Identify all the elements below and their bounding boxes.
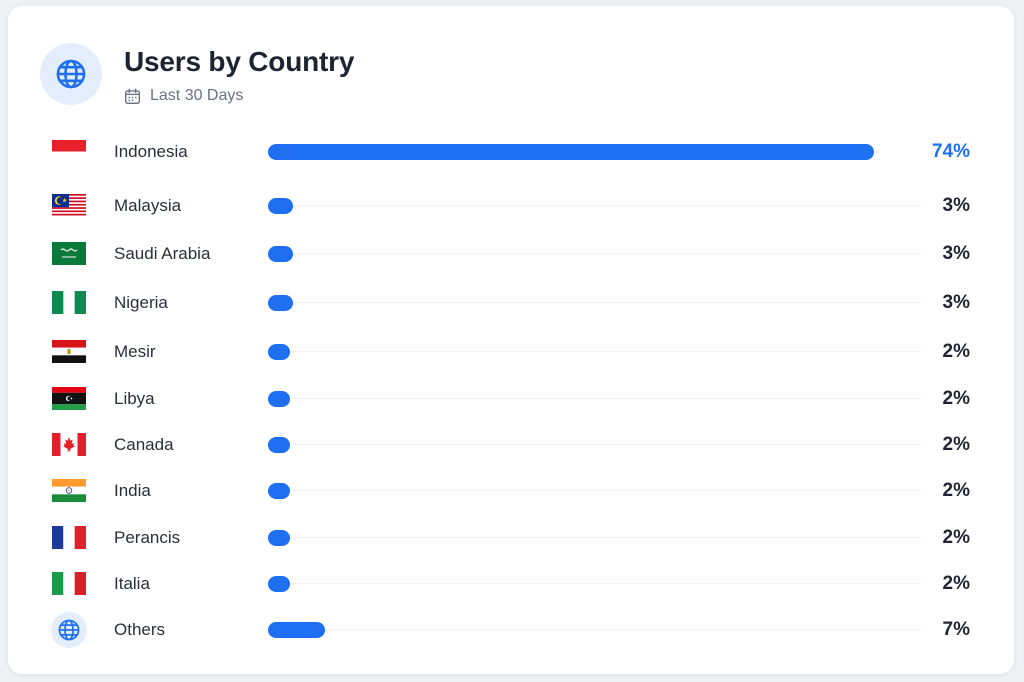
value-bar [268, 391, 290, 407]
country-row[interactable]: Saudi Arabia 3% [8, 239, 1014, 269]
bar-track [268, 583, 922, 584]
percentage-label: 2% [942, 480, 970, 501]
country-row[interactable]: Italia 2% [8, 569, 1014, 599]
value-bar [268, 144, 874, 160]
canada-flag-icon [52, 433, 86, 456]
date-range-label[interactable]: Last 30 Days [124, 87, 354, 105]
bar-track [268, 351, 922, 352]
value-bar [268, 198, 293, 214]
country-name: Others [114, 620, 166, 639]
bar-track [268, 253, 922, 254]
egypt-flag-icon [52, 340, 86, 363]
value-bar [268, 246, 293, 262]
value-bar [268, 295, 293, 311]
country-row[interactable]: Perancis 2% [8, 523, 1014, 553]
percentage-label: 7% [942, 619, 970, 640]
country-name: Saudi Arabia [114, 244, 211, 263]
country-row[interactable]: Nigeria 3% [8, 288, 1014, 318]
percentage-label: 2% [942, 527, 970, 548]
percentage-label: 3% [942, 195, 970, 216]
country-row[interactable]: Indonesia 74% [8, 137, 1014, 167]
users-by-country-card: Users by Country Last 30 Days Indonesia 7… [8, 6, 1014, 674]
country-row[interactable]: Canada 2% [8, 430, 1014, 460]
country-row[interactable]: Mesir 2% [8, 337, 1014, 367]
percentage-label: 3% [942, 243, 970, 264]
bar-track [268, 205, 922, 206]
france-flag-icon [52, 526, 86, 549]
country-name: Nigeria [114, 293, 168, 312]
nigeria-flag-icon [52, 291, 86, 314]
value-bar [268, 483, 290, 499]
bar-track [268, 444, 922, 445]
date-range-text: Last 30 Days [150, 87, 244, 104]
country-name: Italia [114, 574, 150, 593]
malaysia-flag-icon [52, 194, 86, 217]
bar-track [268, 537, 922, 538]
country-name: Mesir [114, 342, 156, 361]
percentage-label: 3% [942, 292, 970, 313]
country-name: Canada [114, 435, 174, 454]
country-row[interactable]: Libya 2% [8, 384, 1014, 414]
bar-track [268, 490, 922, 491]
country-name: Indonesia [114, 142, 188, 161]
percentage-label: 2% [942, 388, 970, 409]
country-row[interactable]: India 2% [8, 476, 1014, 506]
calendar-icon [125, 88, 140, 104]
value-bar [268, 437, 290, 453]
country-row[interactable]: Others 7% [8, 612, 1014, 648]
country-name: Malaysia [114, 196, 182, 215]
libya-flag-icon [52, 387, 86, 410]
value-bar [268, 576, 290, 592]
globe-icon [51, 612, 87, 648]
bar-track [268, 302, 922, 303]
value-bar [268, 530, 290, 546]
india-flag-icon [52, 479, 86, 502]
country-name: Perancis [114, 528, 181, 547]
country-bar-chart: Indonesia 74% Malaysia 3% Saudi Arabia 3% Ni… [8, 6, 1014, 674]
card-header: Users by Country Last 30 Days [40, 42, 354, 106]
saudi-arabia-flag-icon [52, 242, 86, 265]
percentage-label: 2% [942, 434, 970, 455]
bar-track [268, 398, 922, 399]
value-bar [268, 622, 326, 638]
percentage-label: 2% [942, 341, 970, 362]
page-title: Users by Country [124, 46, 355, 77]
percentage-label: 2% [942, 573, 970, 594]
percentage-label: 74% [931, 141, 970, 162]
italy-flag-icon [52, 572, 86, 595]
globe-icon [40, 43, 102, 105]
country-row[interactable]: Malaysia 3% [8, 191, 1014, 221]
country-name: Libya [114, 389, 155, 408]
indonesia-flag-icon [52, 140, 86, 163]
country-name: India [114, 481, 151, 500]
bar-track [268, 629, 922, 630]
value-bar [268, 344, 290, 360]
